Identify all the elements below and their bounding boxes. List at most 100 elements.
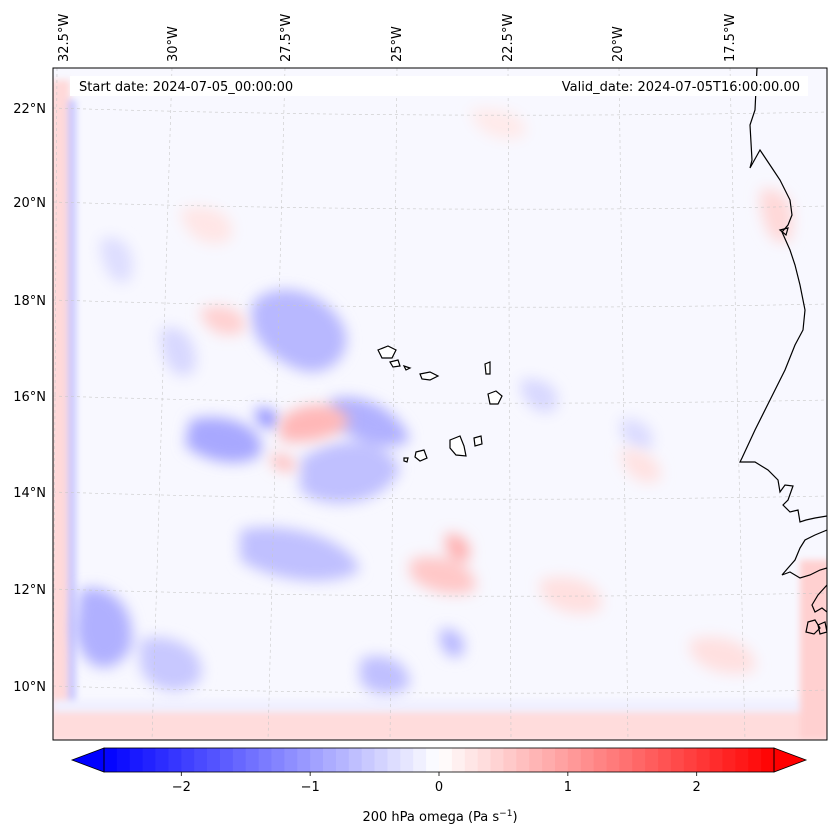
colorbar-segment	[542, 748, 556, 772]
info-banner	[70, 76, 808, 96]
colorbar-segment	[232, 748, 247, 772]
lon-tick-label: 17.5°W	[723, 14, 738, 62]
colorbar-segment	[606, 748, 620, 772]
colorbar-segment	[413, 748, 427, 772]
africa-coast	[739, 68, 827, 523]
colorbar-segment	[567, 748, 582, 772]
africa-coast-south	[781, 529, 827, 579]
colorbar-segment	[284, 748, 298, 772]
colorbar-segment	[155, 748, 169, 772]
colorbar-tick-label: −1	[301, 780, 320, 795]
colorbar-max-extension	[773, 747, 808, 773]
colorbar-segment	[271, 748, 285, 772]
colorbar-segment	[748, 748, 762, 772]
colorbar-segment	[593, 748, 607, 772]
colorbar-segment	[516, 748, 530, 772]
boundary-bands	[53, 80, 827, 740]
red-patch	[270, 454, 296, 472]
island-maio	[473, 435, 483, 447]
colorbar-segment	[194, 748, 208, 772]
red-patch	[470, 108, 526, 139]
colorbar-segment	[477, 748, 491, 772]
colorbar-label: 200 hPa omega (Pa s−1)	[362, 809, 517, 825]
island-santo-antao	[377, 345, 397, 359]
coastal-islet	[778, 227, 789, 237]
colorbar-tick-label: 1	[564, 780, 572, 795]
colorbar-segment	[387, 748, 401, 772]
parallel-line	[53, 588, 827, 597]
colorbar-segment	[181, 748, 195, 772]
meridian-line	[729, 68, 746, 740]
colorbar-segment	[683, 748, 698, 772]
lon-tick-label: 25°W	[390, 26, 405, 62]
colorbar-segment	[761, 748, 775, 772]
meridian-line	[389, 68, 398, 740]
latitude-labels: 22°N 20°N 18°N 16°N 14°N 12°N 10°N	[13, 102, 46, 695]
colorbar-segment	[451, 748, 466, 772]
blue-patch	[75, 588, 132, 668]
island-boa-vista	[487, 390, 503, 405]
lat-tick-label: 10°N	[13, 680, 46, 695]
south-light-band	[53, 700, 827, 712]
colorbar-segment	[361, 748, 375, 772]
colorbar: −2 −1 0 1 2 200 hPa omega (Pa s−1)	[70, 747, 808, 825]
colorbar-segment	[104, 748, 118, 772]
island-santiago	[449, 435, 467, 457]
red-patch	[280, 405, 350, 442]
meridian-line	[618, 68, 629, 740]
lat-tick-label: 14°N	[13, 486, 46, 501]
lon-tick-label: 30°W	[166, 26, 181, 62]
field-background	[53, 68, 827, 740]
colorbar-segment	[323, 748, 337, 772]
west-blue-band	[68, 100, 76, 740]
colorbar-ticks: −2 −1 0 1 2	[172, 772, 701, 795]
lon-tick-label: 32.5°W	[57, 14, 72, 62]
lat-tick-label: 22°N	[13, 102, 46, 117]
lat-tick-label: 20°N	[13, 196, 46, 211]
blue-patch	[255, 408, 279, 428]
colorbar-segment	[709, 748, 723, 772]
island-sao-vicente	[389, 359, 401, 368]
colorbar-segment	[335, 748, 350, 772]
island-fogo	[414, 449, 428, 462]
colorbar-label-superscript: −1	[499, 809, 512, 819]
colorbar-tick-label: 0	[435, 780, 443, 795]
colorbar-segment	[580, 748, 595, 772]
map-frame	[52, 67, 828, 741]
cape-verde-islands	[377, 345, 503, 463]
blue-patch	[240, 527, 360, 581]
colorbar-label-end: )	[512, 810, 517, 825]
colorbar-segment	[129, 748, 144, 772]
red-patch	[180, 206, 232, 244]
colorbar-segment	[490, 748, 504, 772]
red-patch	[690, 636, 756, 674]
meridian-line	[507, 68, 512, 740]
colorbar-segment	[554, 748, 569, 772]
colorbar-segment	[310, 748, 324, 772]
blue-patch	[619, 419, 653, 451]
blue-patch	[300, 441, 400, 504]
colorbar-segment	[529, 748, 543, 772]
parallel-line	[53, 491, 827, 500]
longitude-labels: 32.5°W 30°W 27.5°W 25°W 22.5°W 20°W 17.5…	[57, 14, 738, 62]
blue-patch	[520, 379, 558, 413]
lon-tick-label: 20°W	[611, 26, 626, 62]
lon-tick-label: 22.5°W	[501, 14, 516, 62]
lat-tick-label: 18°N	[13, 294, 46, 309]
africa-coast-guinea	[811, 584, 827, 613]
lon-tick-label: 27.5°W	[279, 14, 294, 62]
parallel-line	[53, 201, 827, 210]
parallel-line	[53, 685, 827, 694]
bijagos-island	[805, 619, 821, 635]
red-patch	[200, 306, 246, 335]
meridian-line	[151, 68, 173, 740]
colorbar-segment	[426, 748, 440, 772]
colorbar-segment	[735, 748, 749, 772]
colorbar-segment	[168, 748, 182, 772]
negative-omega-patches	[75, 237, 653, 695]
red-patch	[445, 534, 470, 562]
parallel-line	[53, 107, 827, 116]
colorbar-segment	[464, 748, 479, 772]
colorbar-tick-label: −2	[172, 780, 191, 795]
